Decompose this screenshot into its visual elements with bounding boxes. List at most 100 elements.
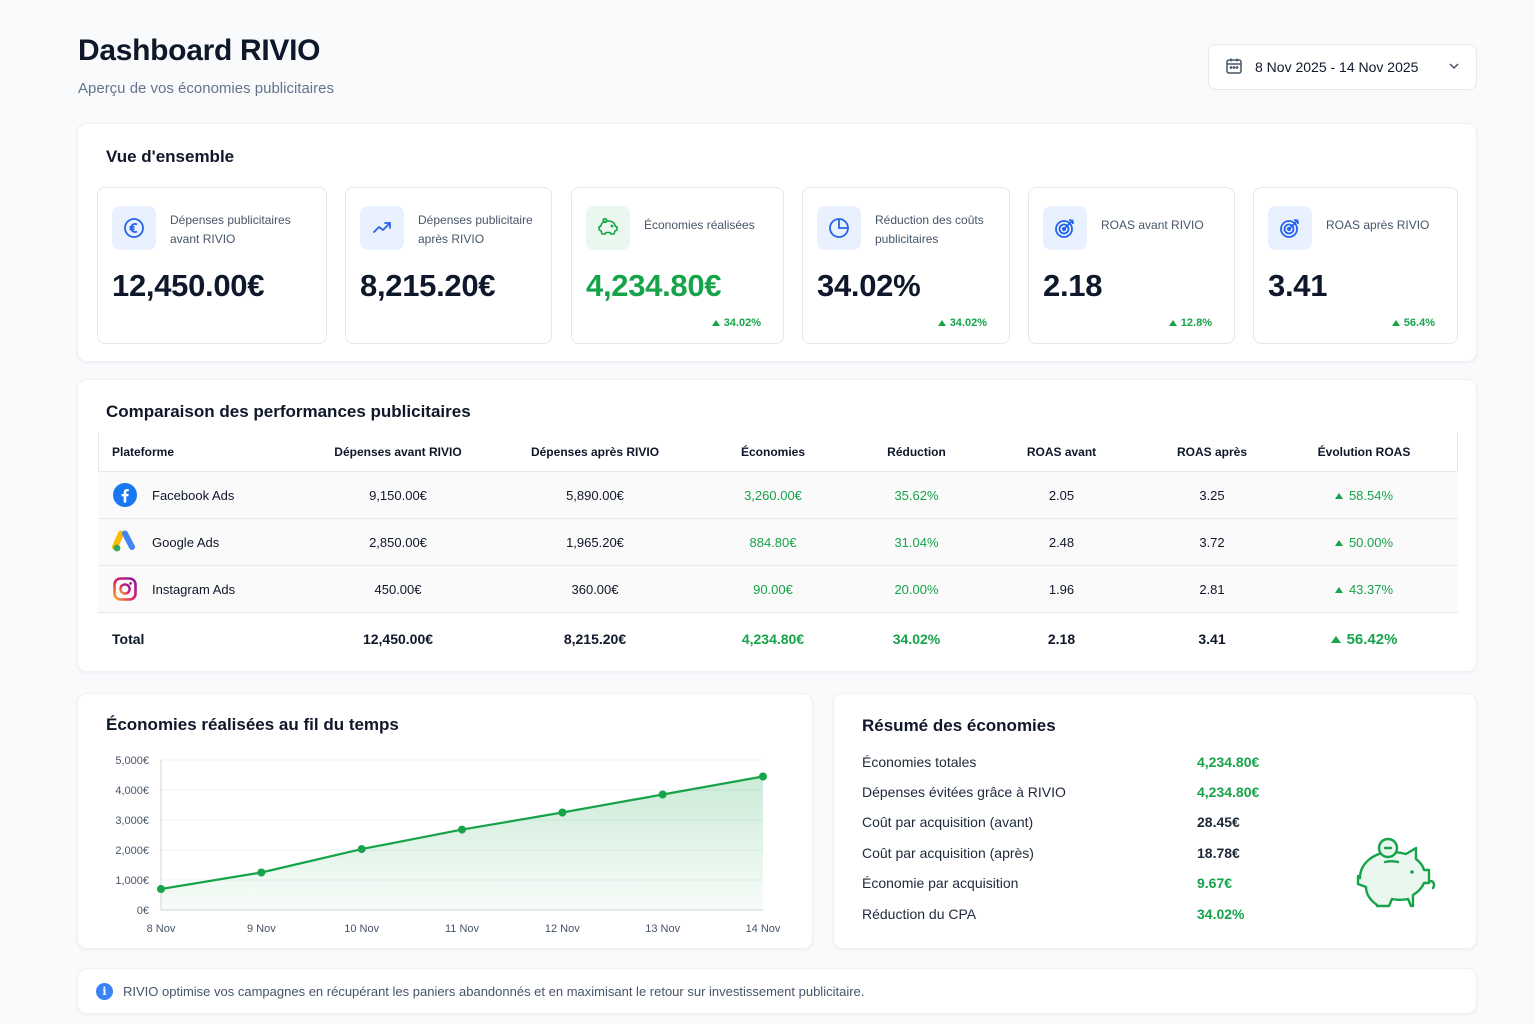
table-row[interactable]: Google Ads 2,850.00€ 1,965.20€ 884.80€ 3… (98, 519, 1458, 566)
col-header: ROAS après (1176, 444, 1248, 459)
table-header: Plateforme Dépenses avant RIVIO Dépenses… (98, 432, 1458, 472)
kpi-delta: 12.8% (1168, 317, 1212, 329)
cell-evolution: 50.00% (1334, 535, 1394, 551)
trend-up-icon (360, 206, 404, 250)
date-range-picker[interactable]: 8 Nov 2025 - 14 Nov 2025 (1208, 44, 1477, 90)
info-banner: i RIVIO optimise vos campagnes en récupé… (77, 968, 1477, 1014)
cell-before: 2,850.00€ (369, 534, 427, 550)
total-label: Total (112, 631, 145, 647)
summary-value: 4,234.80€ (1197, 784, 1260, 800)
table-row[interactable]: Facebook Ads 9,150.00€ 5,890.00€ 3,260.0… (98, 472, 1458, 519)
summary-value: 34.02% (1197, 906, 1245, 922)
evolution-value: 50.00% (1348, 535, 1394, 551)
col-header: Dépenses avant RIVIO (334, 444, 462, 459)
y-tick-label: 4,000€ (115, 785, 149, 797)
summary-row: Coût par acquisition (après) 18.78€ (862, 845, 1282, 861)
kpi-delta-value: 12.8% (1180, 317, 1212, 329)
kpi-delta-value: 34.02% (949, 317, 987, 329)
cell-before: 450.00€ (374, 581, 422, 597)
x-tick-label: 8 Nov (147, 923, 176, 935)
cell-before: 9,150.00€ (369, 487, 427, 503)
cell-reduction: 31.04% (894, 534, 939, 550)
summary-row: Réduction du CPA 34.02% (862, 906, 1282, 922)
trend-up-triangle-icon (1334, 586, 1343, 593)
kpi-delta: 34.02% (711, 317, 761, 329)
kpi-card-spend-after: Dépenses publicitaire après RIVIO 8,215.… (345, 187, 552, 344)
cell-roas-before: 1.96 (1048, 581, 1075, 597)
kpi-value: 34.02% (817, 268, 921, 303)
trend-up-triangle-icon (711, 320, 720, 326)
trend-up-triangle-icon (1391, 320, 1400, 326)
summary-label: Coût par acquisition (avant) (862, 814, 1034, 830)
cell-savings: 90.00€ (753, 581, 793, 597)
kpi-card-cost-reduction: Réduction des coûts publicitaires 34.02%… (802, 187, 1010, 344)
x-tick-label: 14 Nov (746, 923, 781, 935)
total-roas-after: 3.41 (1198, 631, 1226, 647)
x-tick-label: 9 Nov (247, 923, 276, 935)
kpi-delta: 56.4% (1391, 317, 1435, 329)
kpi-card-spend-before: Dépenses publicitaires avant RIVIO 12,45… (97, 187, 327, 344)
summary-value: 28.45€ (1197, 814, 1240, 830)
trend-up-triangle-icon (1334, 539, 1343, 546)
trend-up-triangle-icon (1168, 320, 1177, 326)
summary-value: 4,234.80€ (1197, 754, 1260, 770)
kpi-value: 3.41 (1268, 268, 1328, 303)
total-before: 12,450.00€ (362, 631, 434, 647)
trend-up-triangle-icon (1330, 636, 1341, 643)
col-header: Plateforme (112, 444, 175, 459)
data-point (357, 845, 366, 854)
series-area (161, 776, 763, 910)
target-icon (1043, 206, 1087, 250)
table-row[interactable]: Instagram Ads 450.00€ 360.00€ 90.00€ 20.… (98, 566, 1458, 613)
kpi-label: Économies réalisées (644, 218, 755, 232)
cell-evolution: 43.37% (1334, 582, 1394, 598)
data-point (558, 808, 567, 817)
cell-evolution: 58.54% (1334, 488, 1393, 503)
cell-roas-after: 2.81 (1199, 581, 1225, 597)
euro-icon (112, 206, 156, 250)
kpi-label: ROAS avant RIVIO (1101, 218, 1204, 232)
kpi-value: 4,234.80€ (586, 268, 722, 303)
trend-up-triangle-icon (937, 320, 946, 326)
platform-name: Instagram Ads (152, 581, 236, 597)
overview-card: Vue d'ensemble Dépenses publicitaires av… (77, 123, 1477, 362)
cell-after: 5,890.00€ (566, 487, 624, 503)
comparison-title: Comparaison des performances publicitair… (106, 402, 471, 421)
kpi-value: 12,450.00€ (112, 268, 265, 303)
summary-row: Coût par acquisition (avant) 28.45€ (862, 814, 1282, 830)
comparison-card: Comparaison des performances publicitair… (77, 379, 1477, 672)
date-range-value: 8 Nov 2025 - 14 Nov 2025 (1255, 59, 1419, 75)
total-roas-before: 2.18 (1047, 631, 1076, 647)
info-text: RIVIO optimise vos campagnes en récupéra… (123, 983, 865, 999)
cell-roas-before: 2.48 (1048, 534, 1075, 550)
kpi-card-savings: Économies réalisées 4,234.80€ 34.02% (571, 187, 784, 344)
pie-chart-icon (817, 206, 861, 250)
kpi-label: ROAS après RIVIO (1326, 218, 1430, 232)
google-ads-icon (112, 529, 138, 555)
kpi-value: 8,215.20€ (360, 268, 496, 303)
y-tick-label: 5,000€ (115, 755, 149, 767)
summary-value: 18.78€ (1197, 845, 1240, 861)
evolution-value: 43.37% (1348, 582, 1394, 598)
target-icon (1268, 206, 1312, 250)
total-evolution: 56.42% (1330, 631, 1397, 648)
kpi-delta: 34.02% (937, 317, 987, 329)
cell-reduction: 20.00% (894, 581, 939, 597)
kpi-label: Dépenses publicitaires avant RIVIO (170, 213, 291, 246)
summary-row: Économies totales 4,234.80€ (862, 754, 1282, 770)
overview-title: Vue d'ensemble (106, 147, 235, 166)
total-savings: 4,234.80€ (741, 631, 805, 647)
data-point (157, 885, 165, 893)
facebook-icon (112, 482, 138, 508)
y-tick-label: 2,000€ (115, 845, 149, 857)
y-tick-label: 1,000€ (115, 875, 149, 887)
x-tick-label: 10 Nov (344, 923, 379, 935)
piggy-bank-icon (586, 206, 630, 250)
trend-up-triangle-icon (1334, 492, 1343, 499)
x-tick-label: 11 Nov (445, 923, 480, 935)
piggy-bank-icon (1356, 837, 1436, 908)
col-header: Économies (740, 444, 806, 459)
chevron-down-icon (1448, 59, 1460, 75)
col-header: Réduction (887, 444, 946, 459)
instagram-icon (112, 576, 138, 602)
